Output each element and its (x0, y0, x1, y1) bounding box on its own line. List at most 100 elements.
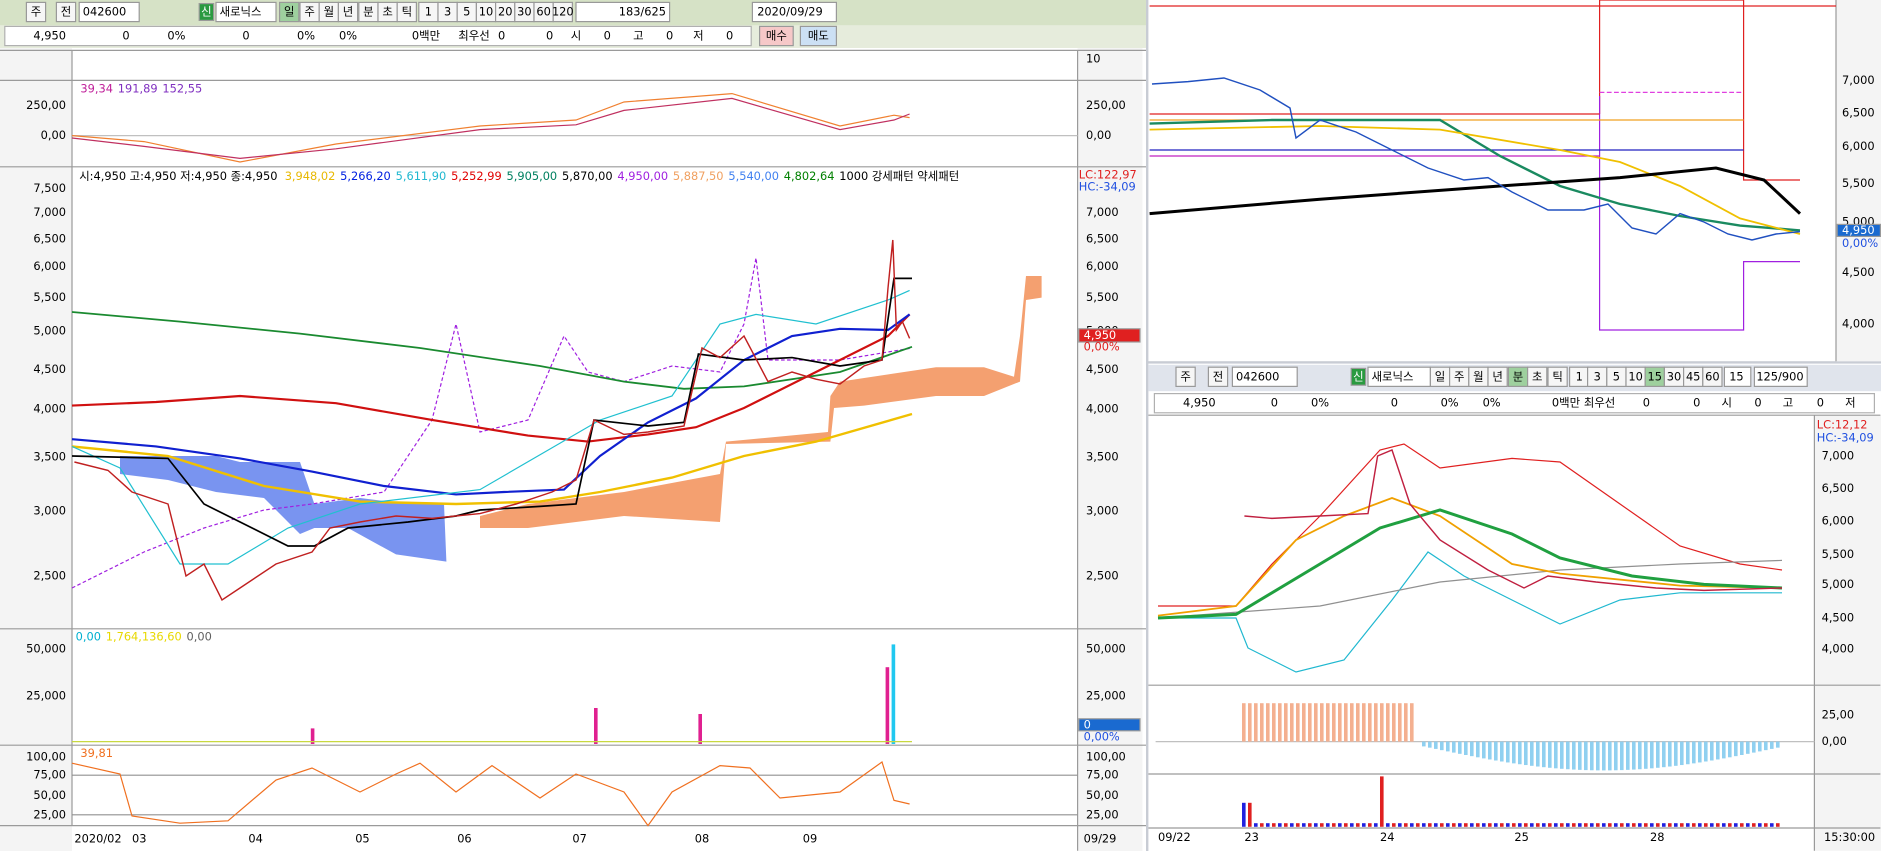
tab-button[interactable] (1175, 366, 1196, 387)
interval-label[interactable]: 30 (1667, 369, 1681, 383)
osc-bar (1505, 741, 1510, 763)
ma-cyan (71, 289, 910, 565)
interval-label[interactable]: 1 (425, 4, 432, 18)
interval-label[interactable]: 120 (552, 4, 574, 18)
sell-label[interactable]: 매도 (808, 28, 829, 42)
tab-button[interactable] (1207, 366, 1229, 387)
period-label[interactable]: 초 (382, 4, 392, 18)
period-label[interactable]: 분 (1513, 369, 1523, 383)
interval-button[interactable] (552, 1, 574, 23)
name-input[interactable] (215, 1, 277, 23)
ohlc-legend: 시:4,950 고:4,950 저:4,950 종:4,950 (79, 169, 277, 183)
period-label[interactable]: 주 (304, 4, 314, 18)
tab-button[interactable] (25, 1, 47, 23)
interval-label[interactable]: 60 (536, 4, 550, 18)
interval-label[interactable]: 30 (517, 4, 531, 18)
tab-label[interactable]: 주 (1180, 369, 1190, 383)
osc-bar (1331, 703, 1336, 742)
osc-bar (1709, 741, 1714, 761)
name-text[interactable]: 새로닉스 (1372, 369, 1414, 383)
code-text[interactable]: 042600 (83, 4, 126, 18)
y-tick-label: 4,500 (1086, 362, 1119, 376)
period-label[interactable]: 주 (1454, 369, 1464, 383)
code-text[interactable]: 042600 (1236, 369, 1279, 383)
period-label[interactable]: 월 (1473, 369, 1483, 383)
lagging-line (71, 257, 913, 589)
interval-label[interactable]: 3 (1594, 369, 1601, 383)
interval-label[interactable]: 5 (1613, 369, 1620, 383)
interval-label[interactable]: 10 (1628, 369, 1642, 383)
change-label: 0,00% (1842, 236, 1878, 250)
y-tick-label: 7,000 (33, 205, 66, 219)
vol-bar (1511, 823, 1516, 827)
period-label[interactable]: 초 (1532, 369, 1542, 383)
tab-button[interactable] (55, 1, 77, 23)
x-tick-label: 24 (1380, 830, 1394, 844)
tab-label[interactable]: 전 (1213, 369, 1223, 383)
osc-bar (1553, 741, 1558, 769)
period-button[interactable] (396, 1, 418, 23)
osc-bars (1241, 703, 1780, 827)
interval-label[interactable]: 10 (479, 4, 493, 18)
vol-bar (1571, 823, 1576, 827)
period-label[interactable]: 일 (284, 4, 294, 18)
interval-label[interactable]: 15 (1648, 369, 1662, 383)
interval-label[interactable]: 20 (498, 4, 512, 18)
vol-bar (1775, 823, 1780, 827)
y-tick-label: 6,500 (1822, 481, 1855, 495)
osc-bar (1481, 741, 1486, 759)
period-label[interactable]: 월 (324, 4, 334, 18)
code-input[interactable] (78, 1, 140, 23)
period-button[interactable] (1526, 366, 1548, 387)
period-label[interactable]: 일 (1435, 369, 1445, 383)
count-text[interactable]: 125/900 (1756, 369, 1803, 383)
interval-label[interactable]: 3 (444, 4, 451, 18)
buy-label[interactable]: 매수 (766, 28, 787, 42)
count-text[interactable]: 183/625 (619, 4, 666, 18)
y-tick-label: 5,000 (1822, 577, 1855, 591)
date-input[interactable] (751, 1, 838, 23)
interval-label[interactable]: 60 (1705, 369, 1719, 383)
vol-bar (1253, 823, 1258, 827)
unit-text[interactable]: 15 (1729, 369, 1743, 383)
ma-green (1149, 118, 1801, 232)
ma-black (1149, 166, 1802, 216)
legend-item: 4,802,64 (784, 169, 835, 183)
rb-info-bar (1153, 392, 1875, 414)
interval-label[interactable]: 5 (463, 4, 470, 18)
info-field: 4,950 (33, 28, 66, 42)
tab-label[interactable]: 주 (31, 4, 41, 18)
vol-bar (1535, 823, 1540, 827)
tab-label[interactable]: 전 (61, 4, 71, 18)
period-button[interactable] (1547, 366, 1568, 387)
vol-bar (1661, 823, 1666, 827)
vol-bar (1361, 823, 1366, 827)
y-tick-label: 7,000 (1086, 205, 1119, 219)
osc-bar (1289, 703, 1294, 742)
interval-label[interactable]: 1 (1576, 369, 1583, 383)
period-label[interactable]: 분 (363, 4, 373, 18)
vol-bar (1691, 823, 1696, 827)
date-text[interactable]: 2020/09/29 (757, 4, 823, 18)
legend-item: 5,887,50 (673, 169, 724, 183)
current-price: 4,950 (1084, 328, 1117, 342)
buy-button[interactable] (759, 25, 794, 47)
period-label[interactable]: 년 (1492, 369, 1502, 383)
osc-bar (1679, 741, 1684, 766)
period-label[interactable]: 틱 (402, 4, 412, 18)
count-input[interactable] (1753, 366, 1808, 387)
period-button[interactable] (337, 1, 359, 23)
interval-button[interactable] (1702, 366, 1723, 387)
interval-label[interactable]: 45 (1686, 369, 1700, 383)
sell-button[interactable] (799, 25, 838, 47)
period-button[interactable] (279, 1, 300, 23)
vol-bar (1685, 823, 1690, 827)
y-tick-label: 4,000 (1086, 402, 1119, 416)
count-input[interactable] (575, 1, 671, 23)
period-label[interactable]: 년 (343, 4, 353, 18)
period-label[interactable]: 틱 (1552, 369, 1562, 383)
period-button[interactable] (1487, 366, 1508, 387)
name-text[interactable]: 새로닉스 (220, 4, 262, 18)
unit-select[interactable] (1723, 366, 1752, 387)
code-input[interactable] (1231, 366, 1298, 387)
